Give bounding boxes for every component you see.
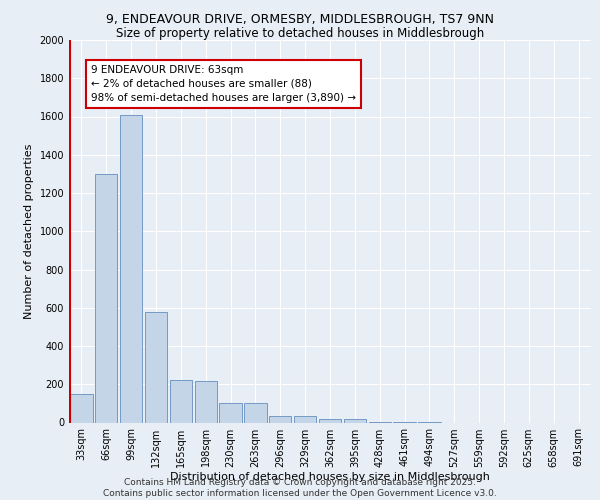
Bar [194,382,217,422]
X-axis label: Distribution of detached houses by size in Middlesbrough: Distribution of detached houses by size … [170,472,490,482]
Bar [170,380,192,422]
Bar [70,394,92,422]
Bar [220,404,242,422]
Bar [319,418,341,422]
Text: 9, ENDEAVOUR DRIVE, ORMESBY, MIDDLESBROUGH, TS7 9NN: 9, ENDEAVOUR DRIVE, ORMESBY, MIDDLESBROU… [106,12,494,26]
Bar [145,312,167,422]
Text: Size of property relative to detached houses in Middlesbrough: Size of property relative to detached ho… [116,28,484,40]
Bar [95,174,118,422]
Bar [244,404,266,422]
Bar [294,416,316,422]
Bar [120,114,142,422]
Y-axis label: Number of detached properties: Number of detached properties [24,144,34,319]
Bar [269,416,292,422]
Bar [344,418,366,422]
Text: Contains HM Land Registry data © Crown copyright and database right 2025.
Contai: Contains HM Land Registry data © Crown c… [103,478,497,498]
Text: 9 ENDEAVOUR DRIVE: 63sqm
← 2% of detached houses are smaller (88)
98% of semi-de: 9 ENDEAVOUR DRIVE: 63sqm ← 2% of detache… [91,65,356,103]
